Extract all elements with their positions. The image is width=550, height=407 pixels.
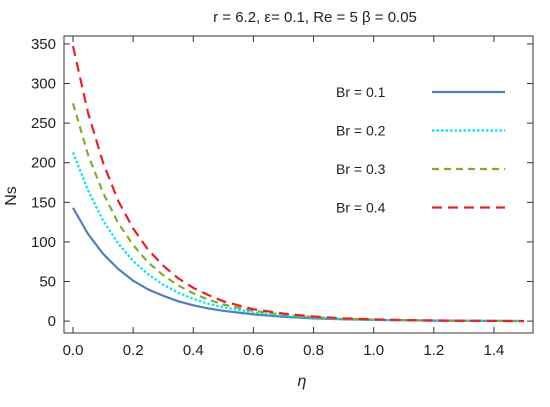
series-lines [71,46,524,323]
x-axis-label: η [298,373,307,390]
y-tick-label: 150 [31,194,56,211]
y-tick-label: 100 [31,234,56,251]
x-tick-label: 0.4 [183,342,204,359]
x-tick-label: 1.0 [363,342,384,359]
y-tick-label: 250 [31,115,56,132]
x-tick-label: 0.8 [303,342,324,359]
y-tick-label: 300 [31,76,56,93]
legend-label-1: Br = 0.1 [336,84,386,100]
legend-label-2: Br = 0.2 [336,123,386,139]
x-tick-label: 0.6 [243,342,264,359]
axis-ticks: 0.0 0.2 0.4 0.6 0.8 1.0 1.2 1.4 0 50 100 150 200 250 3… [31,36,533,359]
y-tick-label: 0 [48,313,56,330]
series-line-4 [71,46,524,323]
y-tick-label: 350 [31,36,56,53]
series-line-3 [71,103,524,323]
series-line-1 [72,207,524,323]
y-axis-label: Ns [3,186,20,206]
plot-frame [63,35,534,334]
x-tick-label: 1.2 [423,342,444,359]
series-line-2 [71,152,524,323]
legend: Br = 0.1 Br = 0.2 Br = 0.3 Br = 0.4 [336,84,505,216]
plot-area-frame [63,35,534,334]
x-tick-label: 1.4 [483,342,504,359]
y-tick-label: 200 [31,155,56,172]
legend-label-3: Br = 0.3 [336,161,386,177]
y-tick-label: 50 [39,274,56,291]
legend-label-4: Br = 0.4 [336,200,386,216]
chart-title: r = 6.2, ε= 0.1, Re = 5 β = 0.05 [213,9,417,26]
x-tick-label: 0.0 [63,342,84,359]
x-tick-label: 0.2 [123,342,144,359]
